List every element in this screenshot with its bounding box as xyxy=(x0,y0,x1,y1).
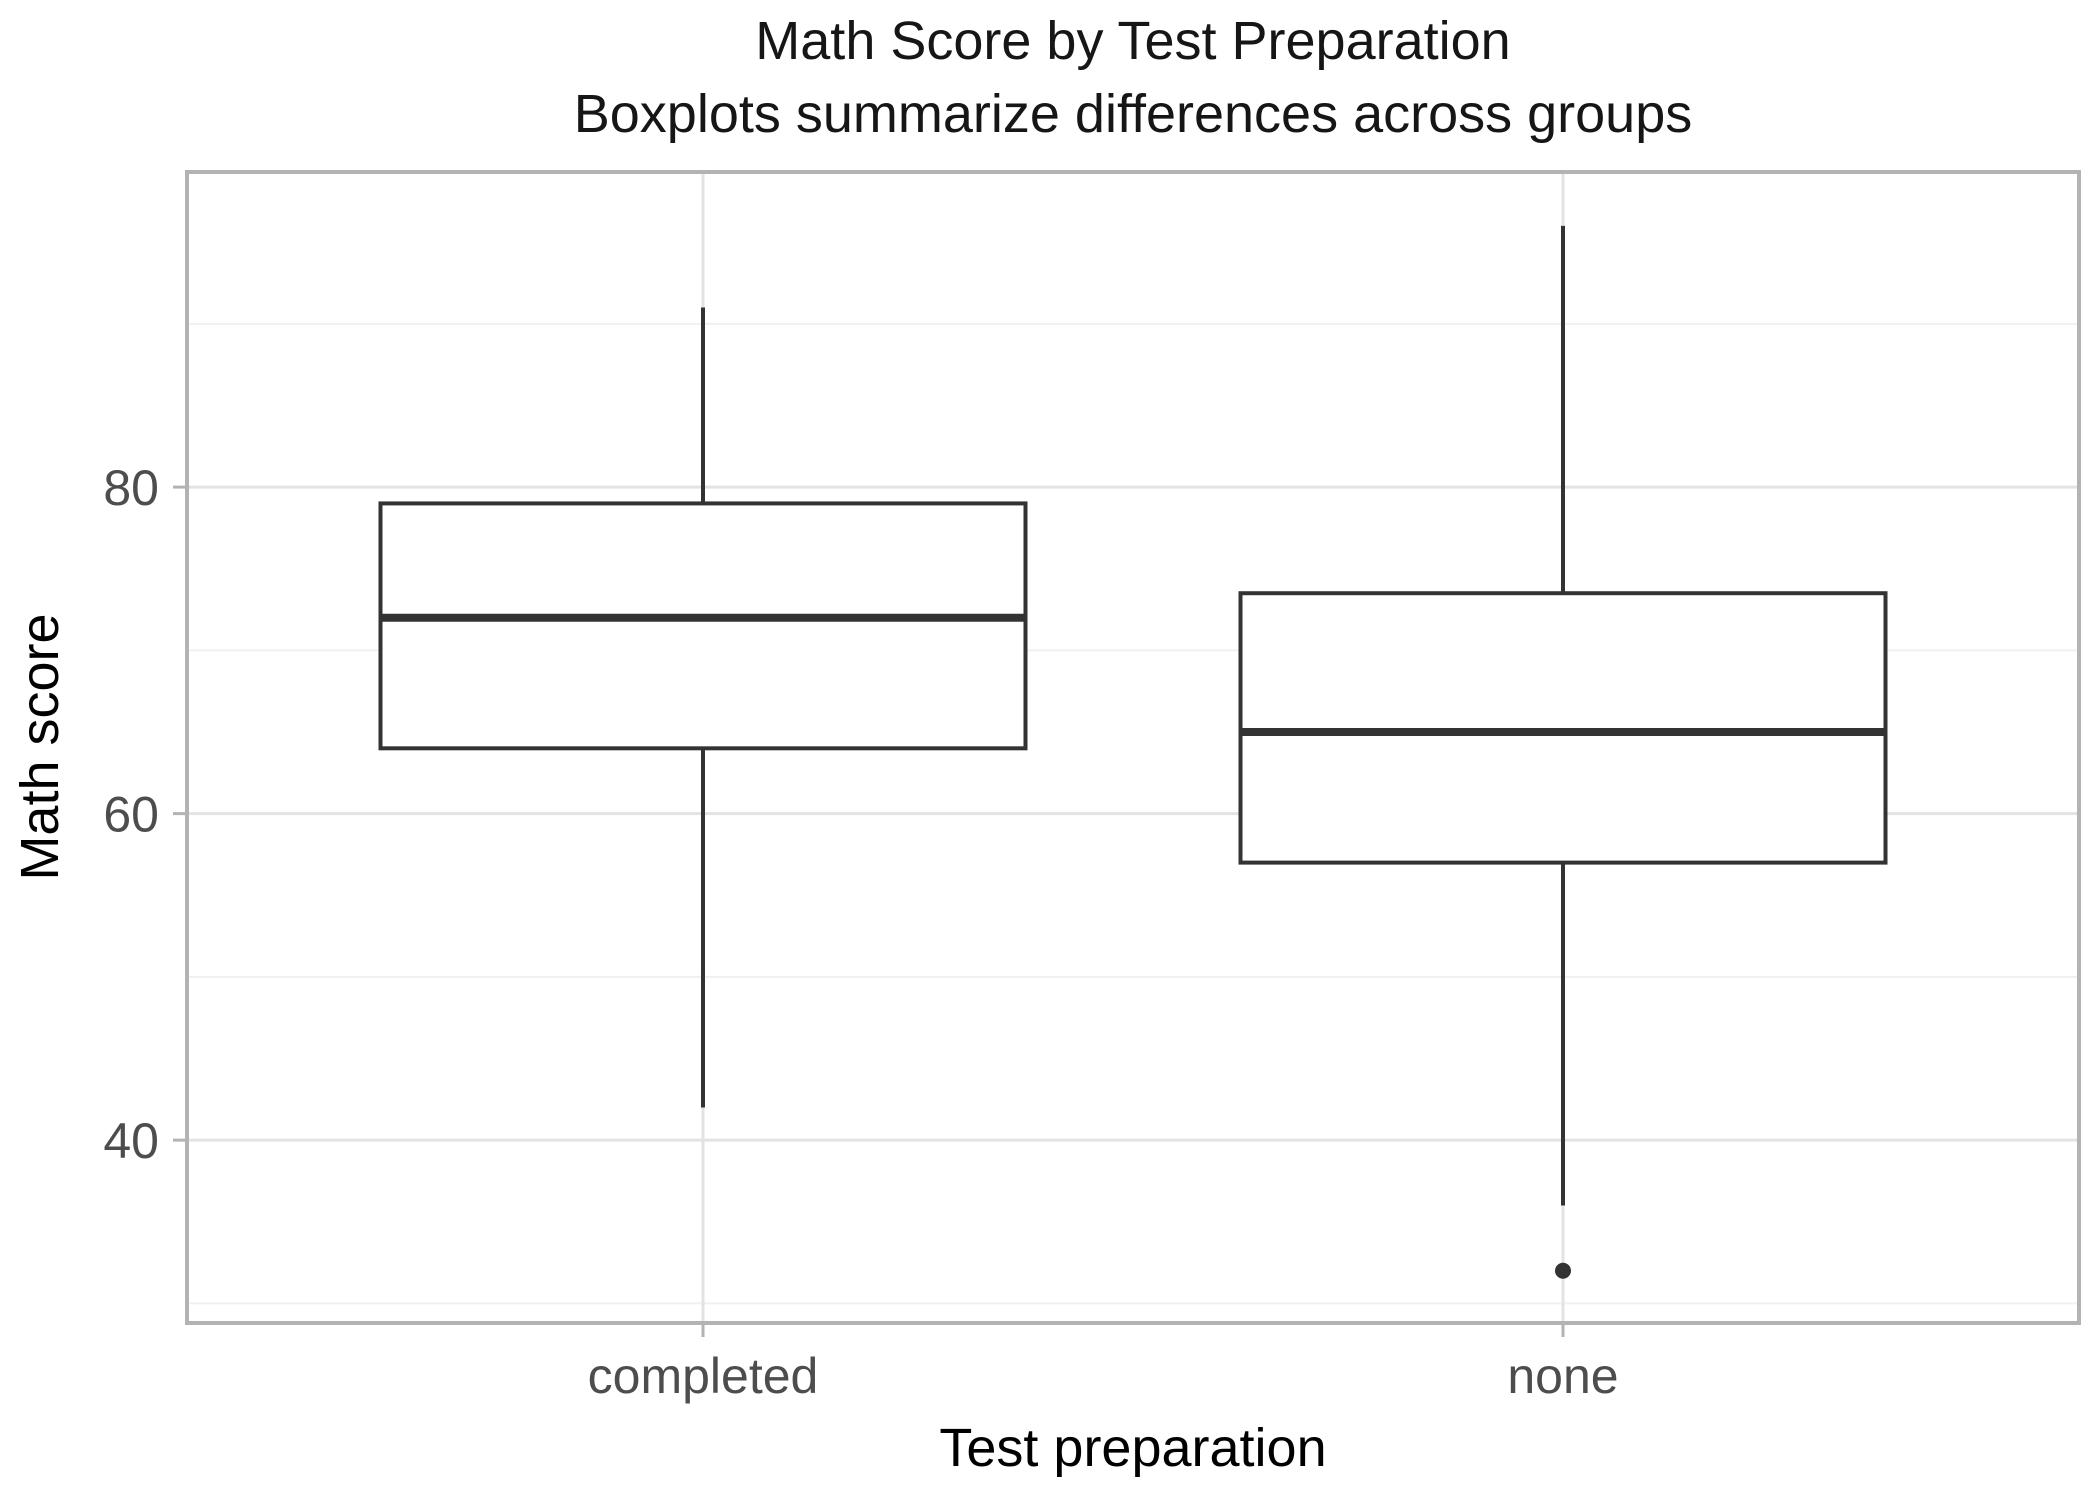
box-completed xyxy=(378,501,1028,751)
x-axis-title: Test preparation xyxy=(939,1418,1327,1478)
x-tick-label-none: none xyxy=(1507,1348,1618,1404)
plot-subtitle: Boxplots summarize differences across gr… xyxy=(573,84,1693,144)
panel-border xyxy=(185,170,2081,1325)
box-none xyxy=(1238,591,1888,865)
x-tick-label-completed: completed xyxy=(588,1348,819,1404)
y-tick-label-80: 80 xyxy=(103,460,159,516)
y-tick-label-60: 60 xyxy=(103,787,159,843)
plot-title: Math Score by Test Preparation xyxy=(755,11,1511,71)
outlier-point-none-0 xyxy=(1555,1262,1571,1279)
y-tick-label-40: 40 xyxy=(103,1113,159,1169)
